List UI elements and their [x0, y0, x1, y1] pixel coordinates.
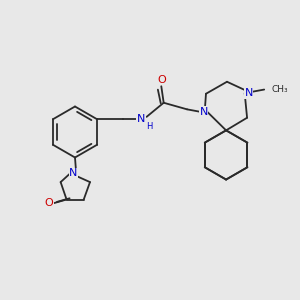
Text: N: N: [200, 107, 208, 117]
Text: N: N: [69, 168, 78, 178]
Text: O: O: [44, 198, 53, 208]
Text: O: O: [157, 75, 166, 85]
Text: N: N: [137, 114, 146, 124]
Text: N: N: [244, 88, 253, 98]
Text: CH₃: CH₃: [272, 85, 288, 94]
Text: H: H: [146, 122, 152, 131]
